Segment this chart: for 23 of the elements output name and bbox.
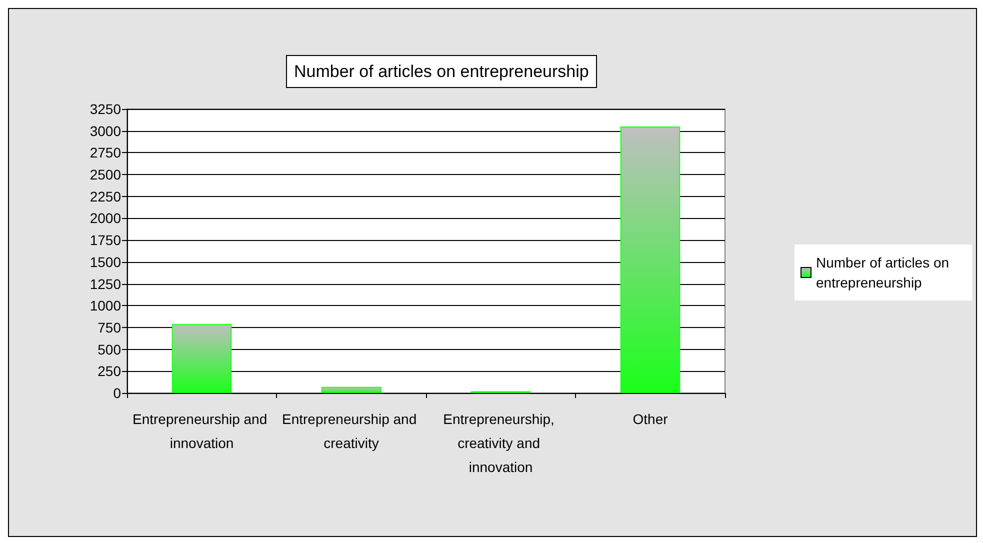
y-tick-label: 1000 xyxy=(90,298,122,314)
bar xyxy=(620,126,680,393)
y-tick-label: 750 xyxy=(98,319,122,336)
y-tick-label: 2000 xyxy=(90,210,122,226)
y-tick-label: 2250 xyxy=(90,188,122,204)
chart-title: Number of articles on entrepreneurship xyxy=(294,62,589,81)
y-tick-label: 500 xyxy=(98,341,122,358)
y-tick-label: 2750 xyxy=(90,144,122,161)
y-tick-label: 1500 xyxy=(90,254,122,270)
y-tick-label: 250 xyxy=(98,363,122,380)
x-tick-label: Entrepreneurship and innovation xyxy=(132,411,272,451)
x-tick-label: Entrepreneurship, creativity and innovation xyxy=(443,411,558,475)
y-tick-label: 2500 xyxy=(90,166,122,183)
legend-label: Number of articles on entrepreneurship xyxy=(816,254,953,290)
y-tick-label: 3250 xyxy=(90,101,122,117)
bar xyxy=(172,324,232,393)
x-tick-label: Entrepreneurship and creativity xyxy=(282,411,421,451)
y-tick-label: 1250 xyxy=(90,276,122,292)
y-tick-label: 1750 xyxy=(90,232,122,248)
bar xyxy=(321,386,382,393)
x-tick-label: Other xyxy=(632,411,668,427)
y-tick-label: 3000 xyxy=(90,122,122,139)
y-tick-label: 0 xyxy=(113,385,122,401)
